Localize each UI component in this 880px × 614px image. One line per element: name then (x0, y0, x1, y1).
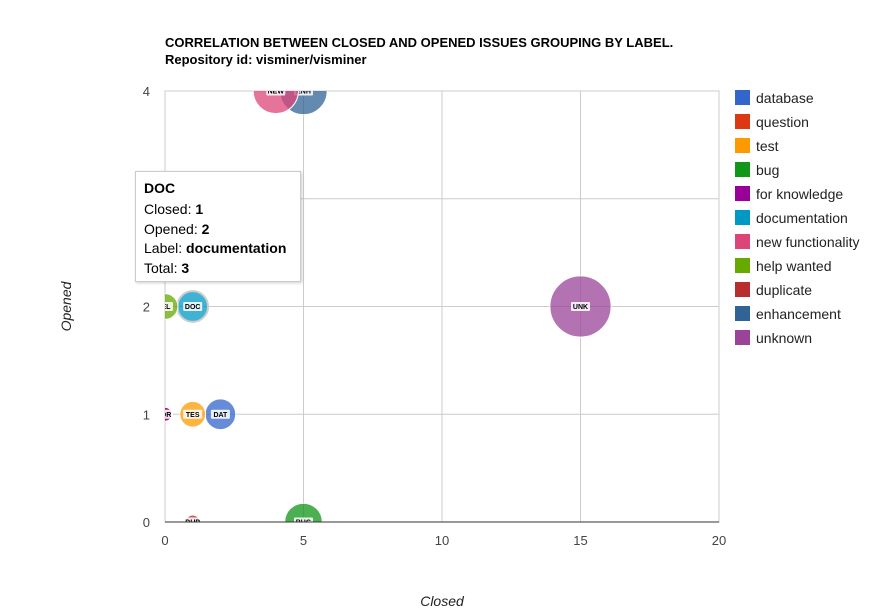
tooltip-label-value: documentation (186, 240, 287, 256)
tooltip-label-row: Label: documentation (144, 239, 292, 259)
y-axis-title: Opened (58, 280, 74, 331)
bubble-label-bg-dup (183, 517, 203, 522)
bubble-label-doc: DOC (185, 304, 201, 311)
legend-label-for-knowledge: for knowledge (756, 186, 843, 202)
bubble-label-enh: ENH (296, 89, 311, 96)
legend-swatch-test (735, 138, 750, 153)
bubble-label-bug: BUG (296, 520, 312, 527)
chart-grid (164, 90, 720, 523)
chart-title-line-1: CORRELATION BETWEEN CLOSED AND OPENED IS… (165, 35, 673, 50)
legend-label-enhancement: enhancement (756, 306, 841, 322)
chart-bubbles[interactable]: UNK ENH NEW BUG DAT DOC TES EL OR DUP (152, 67, 612, 541)
legend-swatch-unknown (735, 330, 750, 345)
tooltip-opened-value: 2 (201, 220, 210, 237)
legend-item-bug[interactable]: bug (735, 162, 779, 178)
legend-label-test: test (756, 138, 779, 154)
tooltip-title: DOC (144, 180, 176, 196)
bubble-label-for: OR (161, 412, 172, 419)
tooltip-closed-row: Closed: 1 (144, 200, 292, 220)
legend-item-documentation[interactable]: documentation (735, 210, 848, 226)
legend-item-new-functionality[interactable]: new functionality (735, 234, 860, 250)
y-tick-0: 0 (143, 515, 150, 530)
legend-item-enhancement[interactable]: enhancement (735, 306, 841, 322)
chart-title-line-2: Repository id: visminer/visminer (165, 52, 367, 67)
tooltip-label-label: Label: (144, 240, 183, 256)
chart-title: CORRELATION BETWEEN CLOSED AND OPENED IS… (165, 35, 673, 67)
bubble-label-bg-new (266, 91, 286, 96)
bubble-label-hel: EL (162, 304, 172, 311)
bubble-label-new: NEW (268, 89, 285, 96)
bubble-label-bg-tes (183, 409, 203, 419)
legend-swatch-bug (735, 162, 750, 177)
bubble-label-bg-hel (165, 302, 173, 311)
tooltip-total-value: 3 (181, 259, 190, 276)
bubble-bug[interactable] (284, 502, 323, 541)
legend-swatch-enhancement (735, 306, 750, 321)
legend-swatch-database (735, 90, 750, 105)
tooltip-opened-label: Opened: (144, 220, 198, 237)
legend-item-duplicate[interactable]: duplicate (735, 282, 812, 298)
y-tick-1: 1 (143, 407, 150, 422)
tooltip-total-label: Total: (144, 259, 178, 276)
legend-item-database[interactable]: database (735, 90, 814, 106)
legend-label-bug: bug (756, 162, 779, 178)
legend-swatch-duplicate (735, 282, 750, 297)
legend-label-duplicate: duplicate (756, 282, 812, 298)
bubble-tooltip: DOC Closed: 1 Opened: 2 Label: documenta… (135, 171, 301, 282)
legend-swatch-question (735, 114, 750, 129)
x-tick-0: 0 (161, 533, 168, 548)
bubble-label-dup: DUP (185, 520, 200, 527)
bubble-new[interactable] (252, 68, 299, 115)
legend-swatch-help-wanted (735, 258, 750, 273)
chart-axes: 0 5 10 15 20 0 1 2 4 Closed Opened (58, 84, 726, 609)
legend-label-unknown: unknown (756, 330, 812, 346)
legend-item-question[interactable]: question (735, 114, 809, 130)
legend-item-for-knowledge[interactable]: for knowledge (735, 186, 843, 202)
bubble-label-tes: TES (186, 412, 200, 419)
bubble-label-bg-for (165, 409, 173, 419)
legend-label-help-wanted: help wanted (756, 258, 832, 274)
x-axis-title: Closed (420, 593, 465, 609)
x-tick-5: 5 (300, 533, 307, 548)
x-tick-15: 15 (573, 533, 587, 548)
x-tick-20: 20 (712, 533, 726, 548)
bubble-label-unk: UNK (573, 304, 588, 311)
bubble-label-bg-doc (183, 302, 203, 311)
legend-swatch-for-knowledge (735, 186, 750, 201)
legend-item-test[interactable]: test (735, 138, 779, 154)
y-tick-2: 2 (143, 300, 150, 315)
y-tick-4: 4 (143, 84, 150, 99)
chart-legend[interactable]: database question test bug for knowledge docu… (735, 90, 860, 346)
legend-label-database: database (756, 90, 814, 106)
bubble-layer: UNK ENH NEW BUG DAT DOC TES EL OR DUP (161, 68, 612, 541)
legend-swatch-documentation (735, 210, 750, 225)
tooltip-closed-value: 1 (195, 201, 204, 217)
bubble-label-bg-unk (571, 302, 590, 311)
legend-swatch-new-functionality (735, 234, 750, 249)
x-tick-10: 10 (435, 533, 449, 548)
tooltip-closed-label: Closed: (144, 201, 192, 217)
bubble-label-bg-bug (294, 517, 313, 522)
legend-label-documentation: documentation (756, 210, 848, 226)
tooltip-opened-row: Opened: 2 (144, 220, 292, 240)
tooltip-total-row: Total: 3 (144, 259, 292, 279)
bubble-label-bg-dat (210, 409, 230, 419)
bubble-label-dat: DAT (213, 412, 228, 419)
legend-item-unknown[interactable]: unknown (735, 330, 812, 346)
legend-label-question: question (756, 114, 809, 130)
legend-label-new-functionality: new functionality (756, 234, 860, 250)
legend-item-help-wanted[interactable]: help wanted (735, 258, 832, 274)
